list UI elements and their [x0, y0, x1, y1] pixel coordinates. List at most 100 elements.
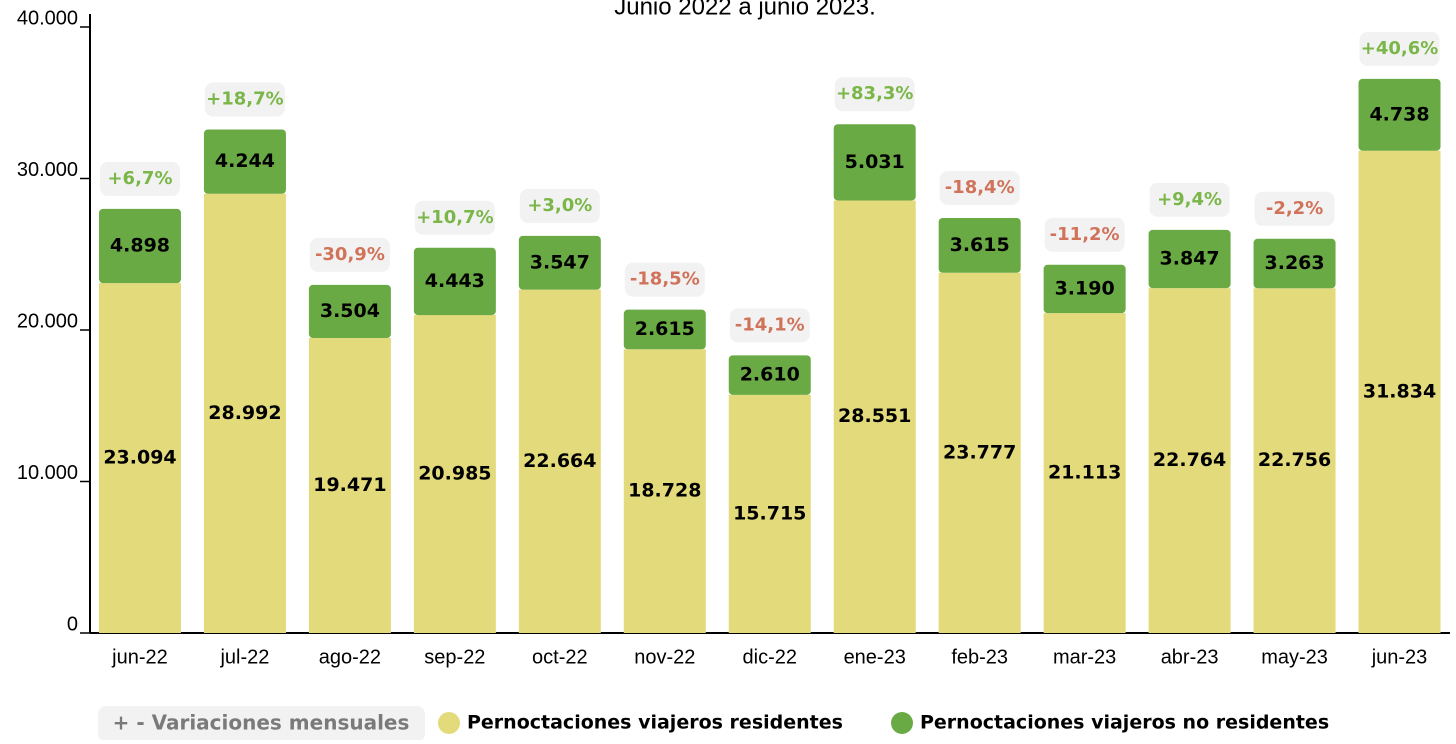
bar-segment [308, 284, 391, 339]
annotation: +10,7% [416, 207, 494, 228]
legend-badge [98, 706, 425, 742]
bar-segment [1253, 238, 1336, 289]
value-label: 3.547 [530, 251, 590, 273]
annotation-badge [519, 188, 600, 223]
x-tick-label: feb-23 [951, 646, 1008, 668]
annotation-badge [309, 237, 390, 272]
bar-segment [98, 208, 181, 284]
y-tick-label: 0 [67, 613, 78, 635]
bar-segment [833, 200, 916, 634]
annotation: -30,9% [315, 244, 385, 265]
annotation-badge [624, 262, 705, 297]
x-tick-label: jun-23 [1371, 646, 1428, 668]
annotation-badge [834, 77, 915, 112]
annotation: +40,6% [1361, 38, 1439, 59]
bar-segment [413, 247, 496, 316]
annotation: -14,1% [735, 314, 805, 335]
bar-segment [1148, 288, 1231, 633]
x-tick-label: sep-22 [424, 646, 485, 668]
value-label: 18.728 [628, 480, 701, 502]
x-tick-label: ene-23 [844, 646, 906, 668]
bar-segment [623, 349, 706, 633]
x-tick-label: jul-22 [219, 646, 269, 668]
value-label: 3.263 [1265, 252, 1325, 274]
annotation: -18,4% [945, 177, 1015, 198]
value-label: 22.764 [1153, 449, 1226, 471]
annotation: -2,2% [1266, 198, 1323, 219]
legend-label: Pernoctaciones viajeros no residentes [920, 712, 1329, 734]
legend-annotation: + - Variaciones mensuales [113, 711, 410, 735]
chart-subtitle: Junio 2022 a junio 2023. [614, 0, 876, 20]
value-label: 22.664 [523, 450, 596, 472]
value-label: 3.504 [320, 300, 380, 322]
bar-segment [203, 129, 286, 194]
legend-swatch [438, 712, 460, 734]
annotation: +6,7% [107, 168, 172, 189]
annotation-badge [1044, 217, 1125, 252]
value-label: 22.756 [1258, 449, 1331, 471]
bar-segment [728, 355, 811, 395]
bar-segment [728, 394, 811, 633]
legend-swatch [891, 712, 913, 734]
y-tick-label: 10.000 [17, 462, 78, 484]
value-label: 19.471 [313, 474, 386, 496]
value-label: 2.610 [740, 364, 800, 386]
x-tick-label: ago-22 [319, 646, 381, 668]
bar-segment [1358, 78, 1441, 151]
x-tick-label: may-23 [1261, 646, 1328, 668]
annotation: -11,2% [1050, 224, 1120, 245]
bar-segment [833, 124, 916, 201]
annotation-badge [414, 200, 495, 235]
x-tick-label: abr-23 [1161, 646, 1219, 668]
annotation-badge [99, 161, 180, 196]
value-label: 23.094 [103, 447, 176, 469]
value-label: 15.715 [733, 502, 806, 524]
value-label: 23.777 [943, 441, 1016, 463]
bar-segment [938, 272, 1021, 633]
bar-segment [98, 283, 181, 633]
bar-segment [623, 309, 706, 350]
bar-segment [1148, 229, 1231, 289]
x-tick-label: mar-23 [1053, 646, 1116, 668]
value-label: 28.551 [838, 405, 911, 427]
x-tick-label: jun-22 [111, 646, 168, 668]
x-tick-label: dic-22 [743, 646, 797, 668]
annotation-badge [1359, 31, 1440, 66]
value-label: 28.992 [208, 402, 281, 424]
bar-segment [518, 289, 601, 633]
x-tick-label: oct-22 [532, 646, 588, 668]
value-label: 4.244 [215, 150, 275, 172]
annotation: +3,0% [527, 195, 592, 216]
annotation-badge [1254, 191, 1335, 226]
value-label: 21.113 [1048, 462, 1121, 484]
annotation-badge [729, 308, 810, 343]
y-tick-label: 30.000 [17, 159, 78, 181]
value-label: 2.615 [635, 318, 695, 340]
bar-segment [413, 315, 496, 633]
value-label: 20.985 [418, 463, 491, 485]
annotation: -18,5% [630, 269, 700, 290]
annotation: +18,7% [206, 88, 284, 109]
value-label: 31.834 [1363, 380, 1436, 402]
annotation: +9,4% [1157, 189, 1222, 210]
y-tick-label: 40.000 [17, 7, 78, 29]
value-label: 3.847 [1160, 247, 1220, 269]
y-tick-label: 20.000 [17, 310, 78, 332]
value-label: 4.738 [1369, 103, 1429, 125]
value-label: 3.190 [1055, 277, 1115, 299]
annotation-badge [1149, 182, 1230, 217]
bar-segment [1043, 313, 1126, 633]
value-label: 5.031 [845, 151, 905, 173]
bar-segment [1358, 150, 1441, 633]
bar-segment [938, 218, 1021, 273]
bar-segment [1253, 288, 1336, 633]
x-tick-label: nov-22 [634, 646, 695, 668]
bar-segment [518, 235, 601, 290]
value-label: 4.443 [425, 270, 485, 292]
annotation: +83,3% [836, 83, 914, 104]
value-label: 3.615 [950, 234, 1010, 256]
value-label: 4.898 [110, 235, 170, 257]
bar-segment [308, 338, 391, 633]
annotation-badge [204, 82, 285, 117]
